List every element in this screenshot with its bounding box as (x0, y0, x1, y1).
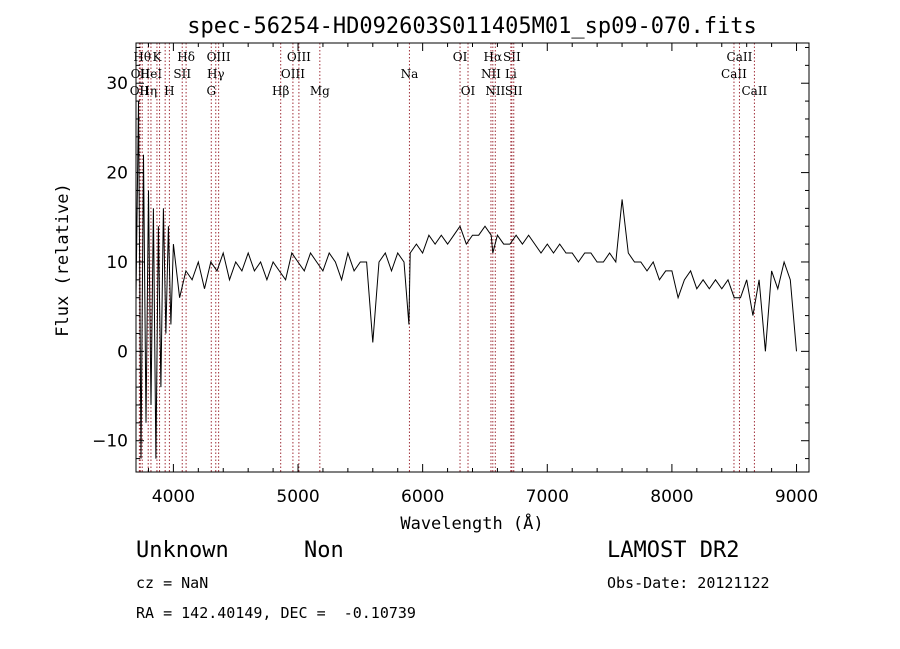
survey-name: LAMOST DR2 (607, 538, 740, 563)
marker-label-11: G (206, 84, 216, 98)
marker-label-14: Hβ (272, 84, 289, 98)
x-tick-label-5: 9000 (775, 487, 818, 507)
marker-label-22: Hα (484, 50, 503, 64)
marker-label-1: OII (131, 67, 151, 81)
redshift-cz: cz = NaN (136, 574, 209, 592)
y-axis-ticks: −10 0 10 20 30 (92, 46, 809, 460)
y-tick-label-4: 30 (106, 74, 128, 94)
chart-title: spec-56254-HD092603S011405M01_sp09-070.f… (187, 14, 757, 39)
marker-label-10: Hδ (177, 50, 195, 64)
marker-label-5: K (152, 50, 162, 64)
plot-frame (135, 42, 810, 473)
x-tick-label-3: 7000 (526, 487, 569, 507)
object-class: Unknown (136, 538, 229, 563)
x-tick-label-4: 8000 (650, 487, 693, 507)
marker-label-28: CaII (727, 50, 753, 64)
marker-label-2: Hθ (133, 50, 151, 64)
marker-label-17: Mg (310, 84, 330, 98)
x-axis-ticks: 4000 5000 6000 7000 8000 9000 (147, 43, 818, 507)
y-axis-label: Flux (relative) (53, 183, 73, 337)
marker-label-9: SII (173, 67, 191, 81)
marker-label-16: OIII (287, 50, 311, 64)
y-tick-label-2: 10 (106, 253, 128, 273)
emission-line-markers: OII OII Hθ Hη HeI K H SII Hδ G Hγ OIII Hβ OIII OIII Mg N… (130, 43, 768, 472)
x-tick-label-1: 5000 (276, 487, 319, 507)
marker-label-4: HeI (140, 67, 163, 81)
marker-label-18: Na (401, 67, 419, 81)
object-subclass: Non (304, 538, 344, 563)
y-tick-label-1: 0 (117, 342, 128, 362)
marker-label-8: H (164, 84, 174, 98)
marker-label-23: NII (485, 84, 505, 98)
marker-label-3: Hη (139, 84, 157, 98)
marker-label-20: OI (461, 84, 476, 98)
marker-label-13: OIII (207, 50, 231, 64)
marker-label-24: Li (505, 67, 517, 81)
observation-date: Obs-Date: 20121122 (607, 574, 770, 592)
marker-label-15: OIII (281, 67, 305, 81)
y-tick-label-3: 20 (106, 164, 128, 184)
marker-label-25: SII (503, 50, 521, 64)
x-tick-label-2: 6000 (401, 487, 444, 507)
x-tick-label-0: 4000 (152, 487, 195, 507)
marker-label-27: CaII (721, 67, 747, 81)
spectrum-chart: spec-56254-HD092603S011405M01_sp09-070.f… (53, 14, 818, 534)
marker-label-12: Hγ (207, 67, 225, 81)
x-axis-label: Wavelength (Å) (400, 512, 543, 534)
marker-label-21: NII (481, 67, 501, 81)
marker-label-0: OII (130, 84, 150, 98)
marker-label-29: CaII (741, 84, 767, 98)
marker-label-26: SII (505, 84, 523, 98)
marker-label-19: OI (453, 50, 468, 64)
spectrum-line (135, 101, 797, 459)
y-tick-label-0: −10 (92, 432, 128, 452)
coordinates: RA = 142.40149, DEC = -0.10739 (136, 604, 416, 622)
